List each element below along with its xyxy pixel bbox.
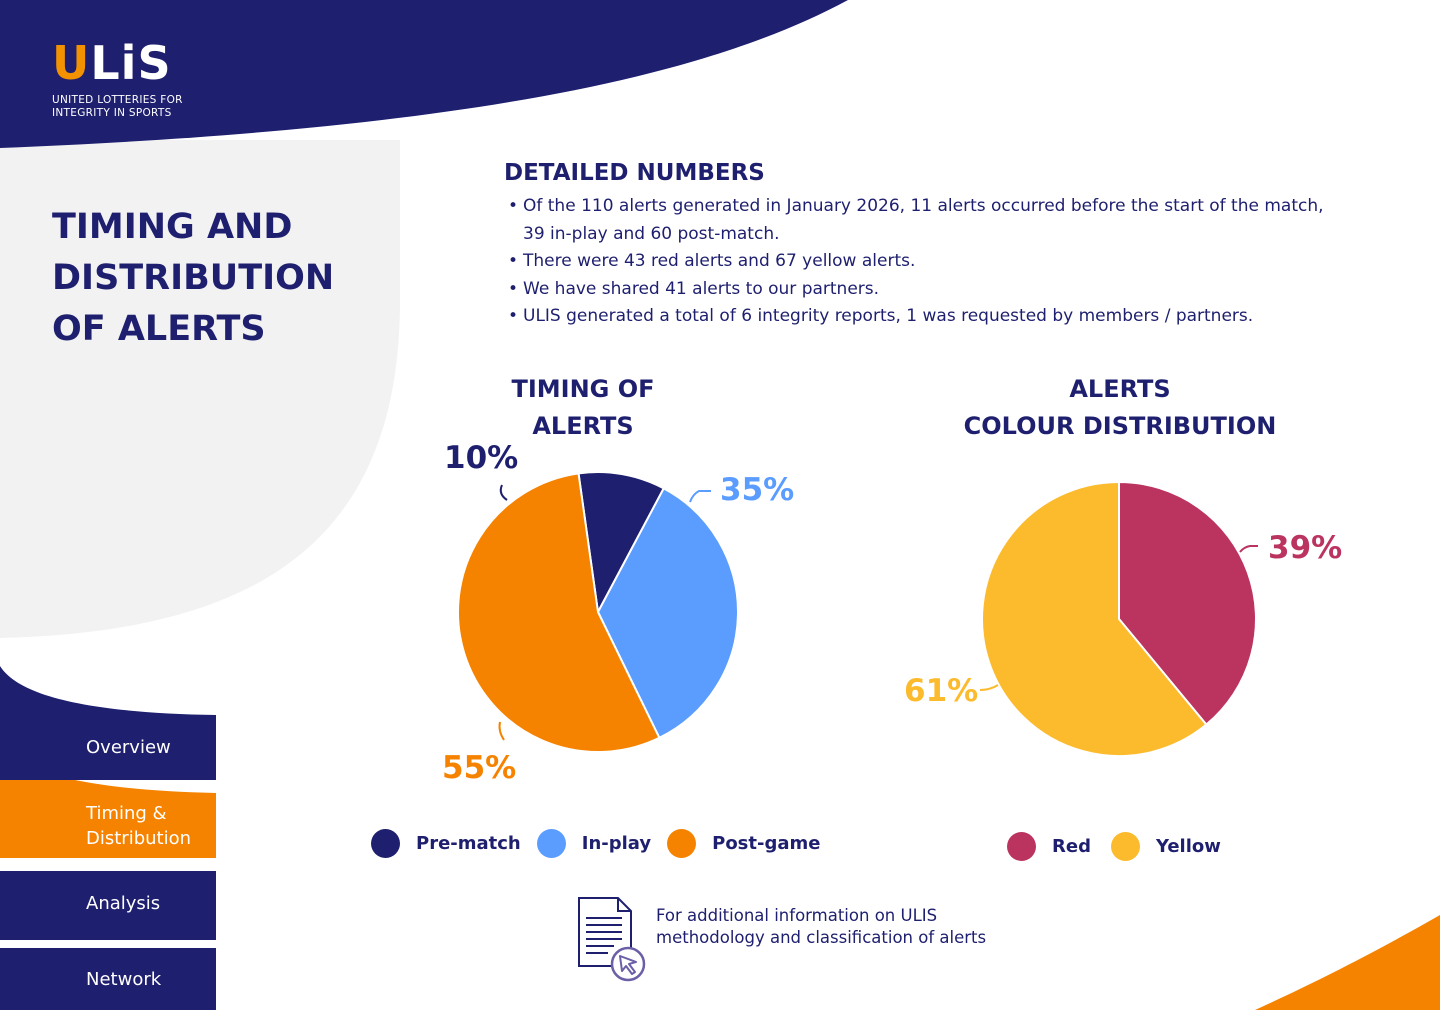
legend-item-yellow: Yellow: [1110, 832, 1221, 861]
nav-item-timing-distribution[interactable]: Timing & Distribution: [0, 793, 216, 858]
pie-slice-red: [1118, 480, 1257, 726]
timing-chart-title-line-2: ALERTS: [532, 412, 634, 440]
colour-chart-title: ALERTS COLOUR DISTRIBUTION: [930, 371, 1310, 445]
legend-swatch-yellow: [1110, 832, 1140, 861]
label-leader-line: [498, 721, 505, 741]
legend-swatch-in-play: [536, 829, 566, 858]
timing-chart-title-line-1: TIMING OF: [511, 375, 655, 403]
bullet-item: There were 43 red alerts and 67 yellow a…: [504, 248, 1344, 276]
legend-item-red: Red: [1007, 832, 1091, 861]
label-leader-line: [979, 684, 999, 691]
data-label-red: 39%: [1268, 530, 1342, 566]
bullet-item: Of the 110 alerts generated in January 2…: [504, 193, 1344, 248]
colour-chart-title-line-2: COLOUR DISTRIBUTION: [963, 412, 1277, 440]
nav-item-analysis[interactable]: Analysis: [0, 871, 216, 936]
label-leader-line: [1239, 545, 1258, 553]
pie-slice-in-play: [596, 487, 739, 740]
pie-slice-yellow: [981, 480, 1208, 757]
colour-chart-title-line-1: ALERTS: [1069, 375, 1171, 403]
timing-legend: Pre-match In-play Post-game: [371, 829, 836, 858]
legend-item-post-game: Post-game: [667, 829, 820, 858]
nav-item-overview[interactable]: Overview: [0, 715, 216, 780]
top-header-wave: [0, 0, 848, 148]
detailed-numbers-list: Of the 110 alerts generated in January 2…: [504, 193, 1344, 331]
detailed-numbers-section: DETAILED NUMBERS Of the 110 alerts gener…: [504, 158, 1344, 331]
legend-swatch-pre-match: [371, 829, 400, 858]
logo-wordmark: ULiS: [52, 40, 202, 86]
timing-chart-title: TIMING OF ALERTS: [448, 371, 718, 445]
logo-tagline: UNITED LOTTERIES FOR INTEGRITY IN SPORTS: [52, 94, 183, 119]
bottom-right-orange-shape: [1255, 915, 1440, 1010]
data-label-pre-match: 10%: [444, 440, 518, 476]
data-label-yellow: 61%: [904, 673, 978, 709]
legend-label: Post-game: [712, 833, 821, 854]
document-cursor-icon[interactable]: [576, 896, 648, 984]
logo-lis: LiS: [90, 36, 172, 90]
page-title: TIMING AND DISTRIBUTION OF ALERTS: [52, 207, 335, 349]
bullet-item: ULIS generated a total of 6 integrity re…: [504, 303, 1344, 331]
legend-swatch-red: [1007, 832, 1036, 861]
legend-label: Red: [1052, 836, 1091, 857]
label-leader-line: [499, 484, 508, 501]
label-leader-line: [689, 490, 711, 503]
nav-item-network[interactable]: Network: [0, 948, 216, 1010]
detailed-numbers-title: DETAILED NUMBERS: [504, 160, 765, 186]
left-grey-panel: [0, 140, 400, 638]
pie-slice-post-game: [457, 472, 661, 753]
legend-label: Yellow: [1155, 836, 1221, 857]
data-label-in-play: 35%: [720, 472, 794, 508]
bullet-item: We have shared 41 alerts to our partners…: [504, 276, 1344, 304]
legend-label: Pre-match: [416, 833, 521, 854]
footer-info-text[interactable]: For additional information on ULIS metho…: [656, 906, 987, 947]
legend-item-pre-match: Pre-match: [371, 829, 521, 858]
pie-slice-pre-match: [577, 471, 666, 616]
logo-u: U: [52, 36, 91, 90]
data-label-post-game: 55%: [442, 750, 516, 786]
legend-label: In-play: [581, 833, 652, 854]
colour-legend: Red Yellow: [1007, 832, 1241, 861]
ulis-logo[interactable]: ULiS UNITED LOTTERIES FOR INTEGRITY IN S…: [52, 40, 202, 120]
legend-item-in-play: In-play: [536, 829, 652, 858]
legend-swatch-post-game: [667, 829, 697, 858]
